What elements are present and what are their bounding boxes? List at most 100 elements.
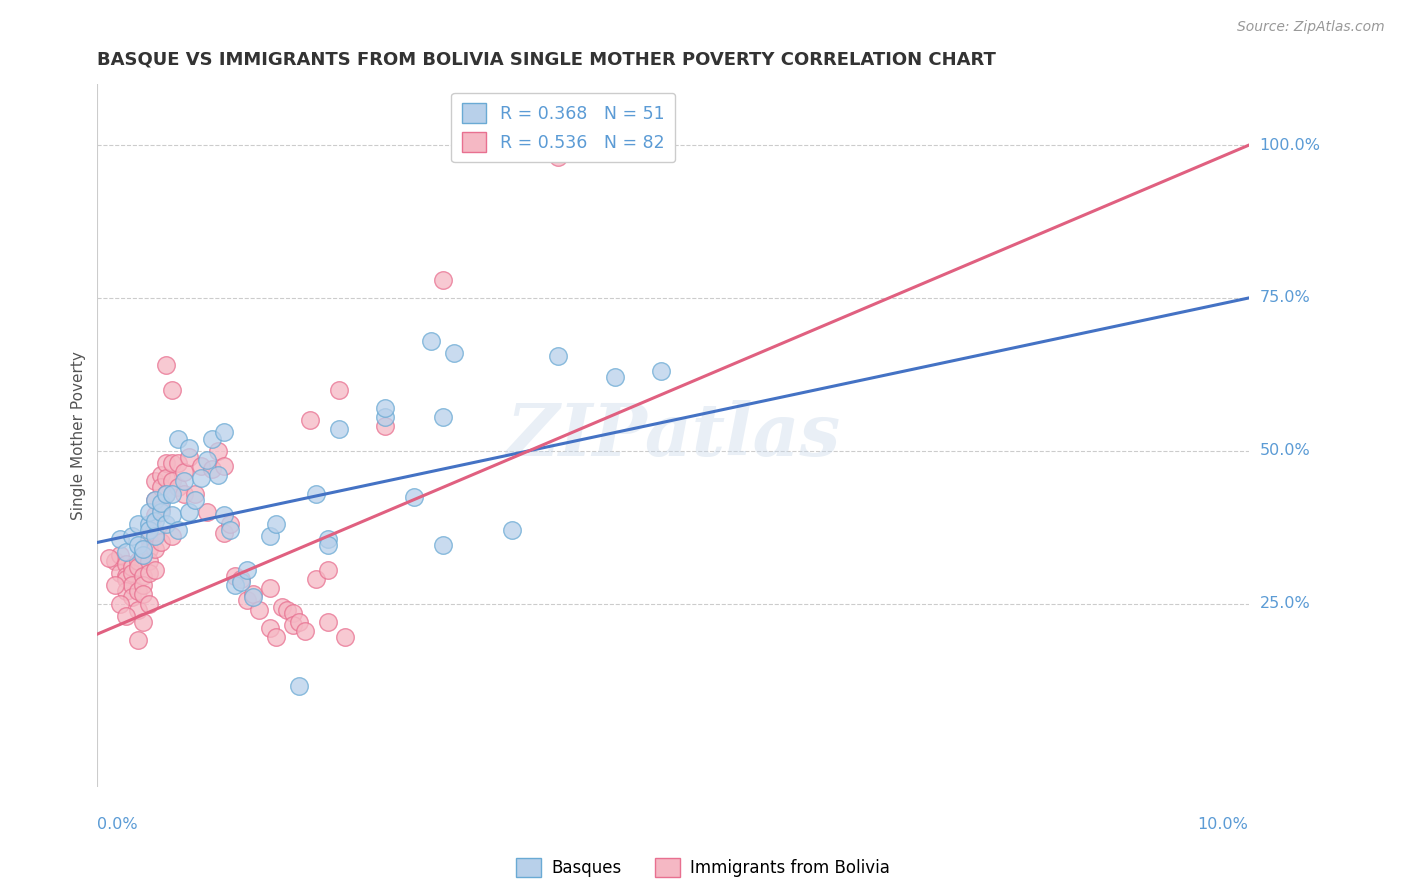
Point: [207, 443, 229, 458]
Point: [155, 456, 177, 470]
Legend: R = 0.368   N = 51, R = 0.536   N = 82: R = 0.368 N = 51, R = 0.536 N = 82: [451, 93, 675, 162]
Point: [121, 529, 143, 543]
Point: [305, 486, 328, 500]
Point: [132, 615, 155, 629]
Point: [184, 492, 207, 507]
Point: [115, 544, 138, 558]
Point: [547, 151, 569, 165]
Point: [460, 138, 482, 153]
Point: [236, 563, 259, 577]
Point: [138, 523, 160, 537]
Point: [501, 523, 523, 537]
Point: [138, 597, 160, 611]
Text: 0.0%: 0.0%: [97, 817, 138, 832]
Point: [155, 358, 177, 372]
Point: [231, 572, 253, 586]
Point: [143, 475, 166, 489]
Point: [110, 597, 132, 611]
Point: [97, 550, 120, 565]
Point: [127, 554, 149, 568]
Point: [149, 480, 172, 494]
Point: [160, 475, 183, 489]
Point: [138, 505, 160, 519]
Point: [276, 602, 298, 616]
Point: [160, 508, 183, 522]
Point: [149, 535, 172, 549]
Point: [294, 624, 316, 638]
Point: [149, 496, 172, 510]
Point: [155, 517, 177, 532]
Text: 25.0%: 25.0%: [1260, 596, 1310, 611]
Point: [605, 370, 627, 384]
Point: [190, 471, 212, 485]
Point: [138, 566, 160, 580]
Point: [115, 584, 138, 599]
Point: [115, 569, 138, 583]
Point: [224, 569, 246, 583]
Point: [143, 529, 166, 543]
Point: [212, 508, 235, 522]
Point: [316, 539, 339, 553]
Point: [127, 517, 149, 532]
Legend: Basques, Immigrants from Bolivia: Basques, Immigrants from Bolivia: [509, 851, 897, 884]
Point: [167, 456, 190, 470]
Point: [316, 563, 339, 577]
Point: [121, 559, 143, 574]
Point: [132, 569, 155, 583]
Point: [138, 541, 160, 556]
Point: [281, 606, 304, 620]
Point: [328, 383, 350, 397]
Point: [270, 599, 292, 614]
Point: [288, 679, 311, 693]
Point: [132, 548, 155, 562]
Point: [281, 618, 304, 632]
Point: [201, 462, 224, 476]
Point: [299, 413, 322, 427]
Point: [328, 422, 350, 436]
Point: [207, 468, 229, 483]
Point: [110, 548, 132, 562]
Point: [179, 441, 201, 455]
Point: [179, 450, 201, 464]
Point: [132, 548, 155, 562]
Point: [115, 557, 138, 571]
Point: [374, 410, 396, 425]
Point: [121, 578, 143, 592]
Point: [242, 591, 264, 605]
Point: [374, 419, 396, 434]
Point: [316, 615, 339, 629]
Point: [149, 468, 172, 483]
Text: 10.0%: 10.0%: [1198, 817, 1249, 832]
Point: [190, 458, 212, 473]
Point: [167, 432, 190, 446]
Point: [259, 581, 281, 595]
Point: [236, 593, 259, 607]
Text: 50.0%: 50.0%: [1260, 443, 1310, 458]
Point: [127, 633, 149, 648]
Point: [443, 346, 465, 360]
Point: [115, 608, 138, 623]
Point: [115, 572, 138, 586]
Point: [432, 539, 454, 553]
Text: BASQUE VS IMMIGRANTS FROM BOLIVIA SINGLE MOTHER POVERTY CORRELATION CHART: BASQUE VS IMMIGRANTS FROM BOLIVIA SINGLE…: [97, 51, 997, 69]
Point: [218, 517, 240, 532]
Point: [420, 334, 443, 348]
Point: [143, 563, 166, 577]
Point: [143, 514, 166, 528]
Point: [633, 138, 655, 153]
Text: Source: ZipAtlas.com: Source: ZipAtlas.com: [1237, 20, 1385, 34]
Point: [224, 578, 246, 592]
Point: [305, 572, 328, 586]
Point: [138, 517, 160, 532]
Point: [132, 587, 155, 601]
Point: [143, 492, 166, 507]
Point: [143, 526, 166, 541]
Point: [143, 541, 166, 556]
Point: [149, 505, 172, 519]
Point: [264, 517, 287, 532]
Point: [247, 602, 270, 616]
Point: [160, 486, 183, 500]
Point: [143, 508, 166, 522]
Point: [432, 273, 454, 287]
Point: [242, 587, 264, 601]
